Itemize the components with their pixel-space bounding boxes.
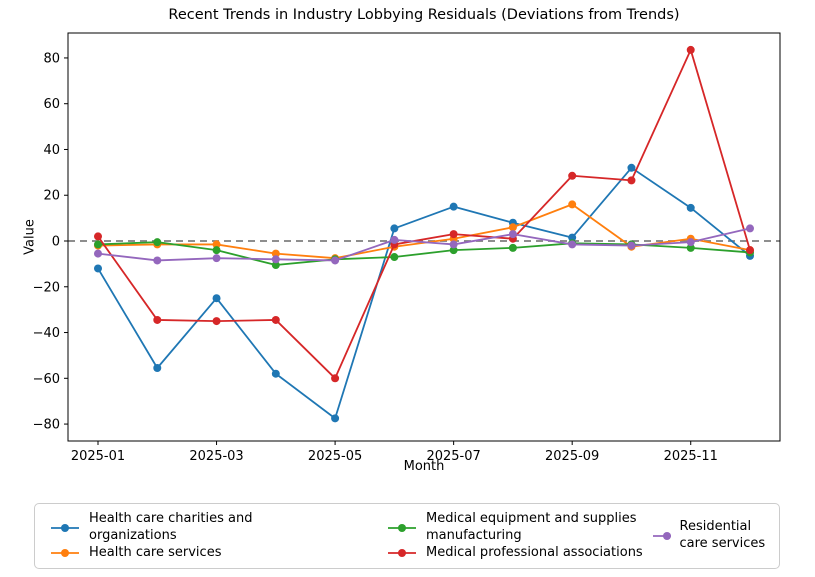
data-point: [212, 294, 221, 303]
x-tick-label: 2025-01: [71, 449, 125, 464]
x-tick-label: 2025-03: [189, 449, 243, 464]
y-tick-label: 40: [43, 143, 60, 158]
y-tick-label: 20: [43, 189, 60, 204]
data-point: [271, 255, 280, 264]
data-point: [627, 176, 636, 185]
legend-label: Health care services: [89, 544, 222, 560]
data-point: [449, 240, 458, 249]
data-point: [390, 235, 399, 244]
data-point: [212, 317, 221, 326]
x-tick-label: 2025-05: [308, 449, 362, 464]
data-point: [94, 232, 102, 241]
legend-label: Residential care services: [679, 519, 766, 551]
line-dot-marker-icon: [388, 523, 416, 532]
line-dot-marker-icon: [653, 531, 671, 540]
data-point: [627, 163, 636, 172]
legend-label: Medical professional associations: [426, 544, 643, 560]
line-dot-marker-icon: [51, 523, 79, 532]
series-line: [97, 166, 751, 420]
data-point: [331, 374, 340, 383]
data-point: [686, 243, 695, 252]
series-line: [97, 203, 751, 260]
data-point: [331, 414, 340, 423]
y-tick-label: 0: [52, 235, 60, 250]
legend-item-residential-care: Residential care services: [652, 519, 779, 553]
y-tick-label: 60: [43, 97, 60, 112]
x-tick-label: 2025-09: [545, 449, 599, 464]
data-point: [568, 240, 577, 249]
data-point: [271, 249, 280, 258]
data-point: [568, 171, 577, 180]
data-point: [153, 315, 162, 324]
data-point: [212, 246, 221, 255]
series-line: [97, 227, 751, 262]
x-tick-label: 2025-07: [426, 449, 480, 464]
data-point: [153, 256, 162, 265]
line-dot-marker-icon: [51, 549, 79, 558]
legend-column-2: Medical equipment and supplies manufactu…: [387, 511, 652, 561]
data-point: [212, 240, 221, 249]
data-point: [449, 202, 458, 211]
data-point: [508, 243, 517, 252]
data-point: [212, 254, 221, 263]
data-point: [390, 224, 399, 233]
data-point: [627, 241, 636, 250]
legend-item-health-care-services: Health care services: [50, 545, 387, 562]
y-tick-label: −40: [33, 326, 60, 341]
data-point: [508, 223, 517, 232]
line-dot-marker-icon: [388, 549, 416, 558]
data-point: [153, 238, 162, 247]
data-point: [746, 246, 754, 255]
y-tick-label: −80: [33, 418, 60, 433]
series-line: [97, 49, 751, 380]
data-point: [686, 238, 695, 247]
data-point: [449, 246, 458, 255]
data-point: [94, 249, 102, 258]
data-point: [271, 315, 280, 324]
legend-label: Health care charities and organizations: [89, 511, 253, 543]
data-point: [271, 261, 280, 270]
data-point: [331, 256, 340, 265]
legend-label: Medical equipment and supplies manufactu…: [426, 511, 637, 543]
series-3: [94, 45, 754, 383]
data-point: [94, 240, 102, 249]
data-point: [746, 224, 754, 233]
data-point: [94, 264, 102, 273]
data-point: [271, 369, 280, 378]
x-tick-label: 2025-11: [664, 449, 718, 464]
y-axis-ticks: −80 −60 −40 −20 0 20 40 60 80: [33, 51, 68, 433]
x-axis-label: Month: [403, 459, 445, 474]
legend-item-medical-equipment: Medical equipment and supplies manufactu…: [387, 511, 652, 545]
legend-item-medical-professional: Medical professional associations: [387, 545, 652, 562]
chart-title: Recent Trends in Industry Lobbying Resid…: [168, 7, 680, 23]
legend-column-1: Health care charities and organizations …: [50, 511, 387, 561]
data-point: [153, 364, 162, 373]
plot-frame: [67, 32, 781, 442]
y-tick-label: −60: [33, 372, 60, 387]
data-point: [568, 233, 577, 242]
data-point: [390, 253, 399, 262]
data-point: [508, 230, 517, 239]
data-point: [568, 200, 577, 209]
data-point: [686, 45, 695, 54]
legend-item-health-care-charities: Health care charities and organizations: [50, 511, 387, 545]
legend: Health care charities and organizations …: [34, 503, 780, 569]
series-4: [94, 224, 754, 265]
series-0: [94, 163, 754, 423]
data-point: [449, 230, 458, 239]
x-axis-ticks: 2025-01 2025-03 2025-05 2025-07 2025-09 2025-…: [71, 441, 718, 464]
data-point: [686, 203, 695, 212]
series-line: [97, 241, 751, 266]
y-tick-label: −20: [33, 280, 60, 295]
legend-column-3: Residential care services: [652, 511, 779, 561]
y-tick-label: 80: [43, 51, 60, 66]
